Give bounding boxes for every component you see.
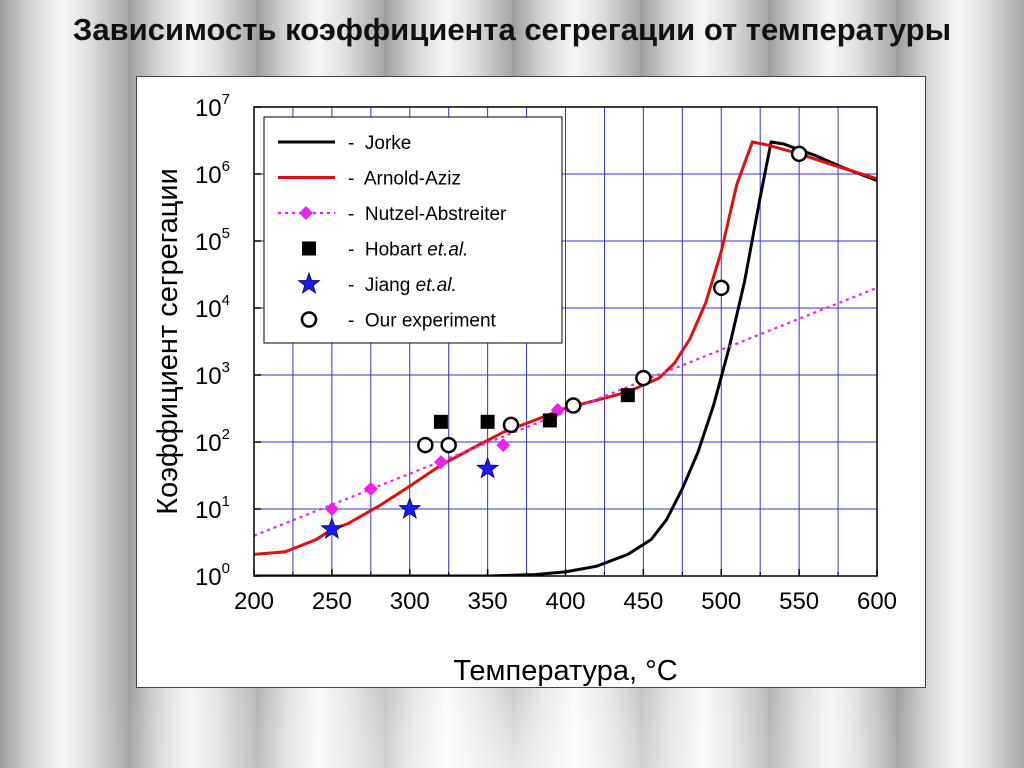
data-point-jiang [476, 456, 500, 479]
legend-label-arnold-aziz: - Arnold-Aziz [348, 169, 461, 190]
data-point-our-experiment [440, 436, 457, 454]
data-point-nutzel-abstreiter-points [433, 455, 448, 470]
data-point-our-experiment [417, 436, 434, 454]
figure-panel: 200 250 300 350 400 450 500 550 600 100 101 102 103 1… [136, 76, 926, 688]
legend-swatch-jiang [297, 271, 321, 294]
data-point-hobart [620, 388, 635, 403]
x-axis-label: Температура, °C [453, 655, 677, 687]
x-tick-label-450: 450 [623, 588, 663, 615]
legend: - Jorke - Arnold-Aziz - Nutzel-Abstreiter -… [263, 116, 563, 344]
series-line-arnold-aziz [254, 140, 877, 556]
x-tick-label-200: 200 [234, 588, 274, 615]
x-tick-label-500: 500 [701, 588, 741, 615]
data-point-hobart [480, 414, 495, 429]
y-tick-label-5: 105 [195, 225, 230, 256]
data-point-our-experiment [502, 416, 520, 434]
y-tick-label-3: 103 [195, 359, 230, 390]
legend-swatch-hobart [302, 241, 316, 256]
data-point-our-experiment [565, 397, 582, 414]
slide-title: Зависимость коэффициента сегрегации от т… [72, 12, 952, 47]
x-tick-label-300: 300 [390, 588, 430, 615]
legend-label-jorke: - Jorke [348, 133, 411, 154]
legend-label-nutzel-abstreiter: - Nutzel-Abstreiter [348, 204, 507, 225]
data-point-our-experiment [635, 369, 652, 387]
x-tick-label-600: 600 [857, 588, 897, 615]
y-tick-label-1: 101 [195, 493, 230, 524]
legend-label-jiang: - Jiang et.al. [348, 275, 457, 296]
data-point-hobart [433, 414, 448, 429]
marker-layer [320, 145, 808, 540]
y-tick-label-0: 100 [195, 560, 230, 591]
legend-label-our-experiment: - Our experiment [348, 311, 497, 332]
data-point-hobart [542, 413, 557, 428]
legend-label-hobart: - Hobart et.al. [348, 240, 468, 261]
data-point-nutzel-abstreiter-points [363, 481, 378, 496]
y-tick-label-7: 107 [195, 91, 230, 122]
y-tick-label-4: 104 [195, 292, 230, 323]
segregation-chart: 200 250 300 350 400 450 500 550 600 100 101 102 103 1… [152, 91, 897, 687]
x-tick-label-400: 400 [545, 588, 585, 615]
x-tick-label-550: 550 [779, 588, 819, 615]
x-tick-label-250: 250 [312, 588, 352, 615]
data-point-nutzel-abstreiter-points [496, 438, 511, 453]
legend-box [263, 116, 563, 344]
x-tick-label-350: 350 [468, 588, 508, 615]
y-axis-label: Коэффициент сегрегации [152, 168, 184, 515]
data-point-our-experiment [713, 279, 730, 297]
series-line-jorke [254, 140, 877, 576]
y-tick-label-2: 102 [195, 426, 230, 457]
legend-swatch-our-experiment [300, 311, 318, 328]
series-layer [254, 140, 877, 576]
y-tick-label-6: 106 [195, 158, 230, 189]
data-point-jiang [320, 517, 344, 540]
data-point-nutzel-abstreiter-points [324, 502, 339, 516]
data-point-our-experiment [790, 145, 808, 163]
legend-swatch-marker-nutzel-abstreiter [299, 206, 313, 220]
tick-layer: 200 250 300 350 400 450 500 550 600 100 101 102 103 1… [195, 91, 897, 615]
data-point-jiang [398, 496, 422, 519]
